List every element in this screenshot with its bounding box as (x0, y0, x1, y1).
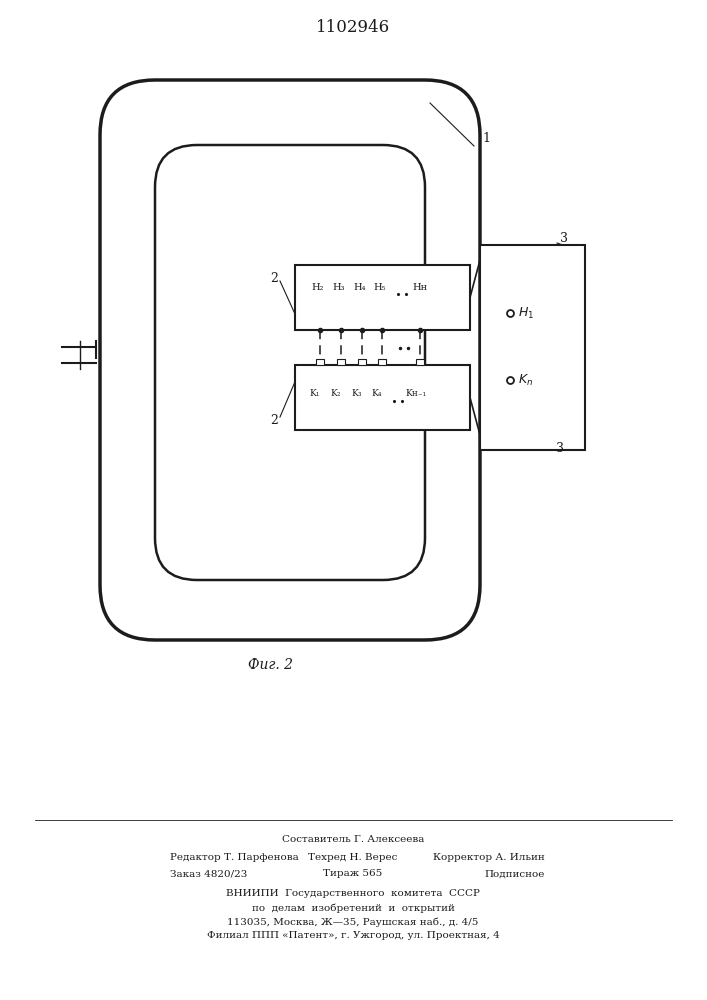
Text: Техред Н. Верес: Техред Н. Верес (308, 854, 397, 862)
Text: K₂: K₂ (331, 388, 341, 397)
Bar (480, 245, 585, 450)
Text: $H_1$: $H_1$ (518, 305, 534, 321)
Text: Заказ 4820/23: Заказ 4820/23 (170, 869, 247, 879)
Text: Фиг. 2: Фиг. 2 (247, 658, 293, 672)
Text: K₃: K₃ (352, 388, 362, 397)
Text: 3: 3 (556, 442, 564, 454)
Text: Составитель Г. Алексеева: Составитель Г. Алексеева (282, 836, 424, 844)
Text: H₄: H₄ (354, 282, 366, 292)
Text: Hн: Hн (412, 282, 428, 292)
Text: 1: 1 (482, 131, 490, 144)
Text: Kн₋₁: Kн₋₁ (405, 388, 426, 397)
Text: по  делам  изобретений  и  открытий: по делам изобретений и открытий (252, 903, 455, 913)
Text: 2: 2 (270, 414, 278, 426)
FancyBboxPatch shape (100, 80, 480, 640)
Text: H₅: H₅ (374, 282, 386, 292)
Text: $K_n$: $K_n$ (518, 372, 533, 388)
Text: Филиал ППП «Патент», г. Ужгород, ул. Проектная, 4: Филиал ППП «Патент», г. Ужгород, ул. Про… (206, 932, 499, 940)
Bar (378, 359, 386, 365)
Text: ВНИИПИ  Государственного  комитета  СССР: ВНИИПИ Государственного комитета СССР (226, 888, 480, 898)
FancyBboxPatch shape (155, 145, 425, 580)
Text: 1102946: 1102946 (317, 19, 390, 36)
Text: K₁: K₁ (310, 388, 320, 397)
Text: 2: 2 (270, 271, 278, 284)
Text: H₃: H₃ (333, 282, 345, 292)
Text: H₂: H₂ (312, 282, 325, 292)
Text: 3: 3 (560, 232, 568, 244)
Bar (337, 359, 345, 365)
Text: K₄: K₄ (372, 388, 382, 397)
Text: Подписное: Подписное (484, 869, 545, 879)
Text: Тираж 565: Тираж 565 (323, 869, 382, 879)
Bar (316, 359, 324, 365)
Bar (416, 359, 424, 365)
Text: Корректор А. Ильин: Корректор А. Ильин (433, 854, 545, 862)
Bar (295, 265, 470, 330)
Text: Редактор Т. Парфенова: Редактор Т. Парфенова (170, 854, 299, 862)
Bar (295, 365, 470, 430)
Text: 113035, Москва, Ж—35, Раушская наб., д. 4/5: 113035, Москва, Ж—35, Раушская наб., д. … (228, 917, 479, 927)
Bar (358, 359, 366, 365)
